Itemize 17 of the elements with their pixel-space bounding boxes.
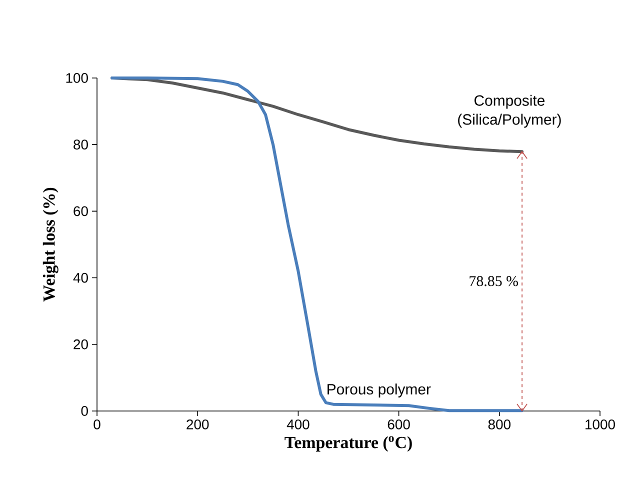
x-axis-title: Temperature ($^{o}$C) (284, 436, 412, 452)
x-tick-label: 600 (388, 419, 410, 430)
x-tick-label: 800 (488, 419, 510, 430)
x-tick-label: 200 (186, 419, 209, 430)
x-tick-label: 0 (94, 419, 100, 430)
y-tick-label: 100 (66, 73, 88, 83)
annotation: 78.85 % (470, 276, 518, 286)
y-tick-label: 40 (73, 272, 88, 283)
x-tick-label: 1000 (586, 419, 615, 430)
y-axis-title: Weight loss (%) (42, 188, 58, 302)
y-tick-label: 60 (74, 206, 88, 216)
annotation: Porous polymer (328, 384, 431, 398)
y-tick-label: 80 (74, 140, 88, 150)
annotation: Composite (Silica/Polymer) (458, 94, 561, 128)
x-tick-label: 400 (286, 419, 310, 430)
y-tick-label: 20 (74, 339, 88, 350)
y-tick-label: 0 (81, 406, 88, 416)
